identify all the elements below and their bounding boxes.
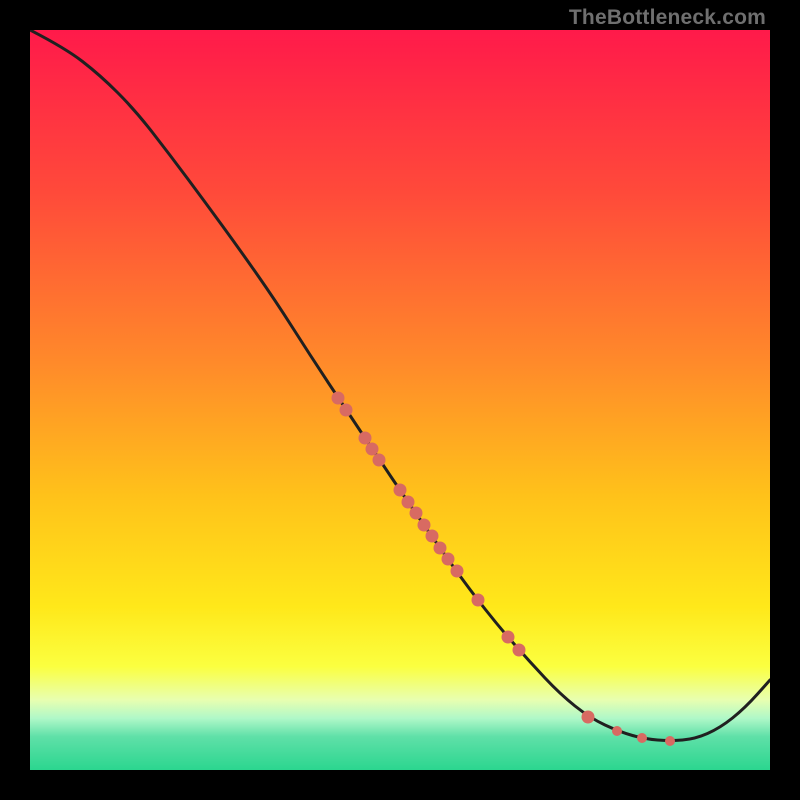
data-marker [332, 392, 345, 405]
data-marker [665, 736, 675, 746]
data-marker [434, 542, 447, 555]
data-marker [373, 454, 386, 467]
data-marker [442, 553, 455, 566]
plot-area [30, 30, 770, 770]
data-marker [637, 733, 647, 743]
data-marker [366, 443, 379, 456]
data-marker [359, 432, 372, 445]
chart-overlay [30, 30, 770, 770]
data-marker [340, 404, 353, 417]
data-marker [502, 631, 515, 644]
data-marker [472, 594, 485, 607]
data-marker [513, 644, 526, 657]
watermark-text: TheBottleneck.com [569, 6, 766, 30]
data-marker [582, 711, 595, 724]
data-marker [426, 530, 439, 543]
data-markers [332, 392, 676, 747]
data-marker [410, 507, 423, 520]
data-marker [394, 484, 407, 497]
data-marker [451, 565, 464, 578]
data-marker [418, 519, 431, 532]
bottleneck-curve [30, 30, 770, 741]
data-marker [402, 496, 415, 509]
data-marker [612, 726, 622, 736]
